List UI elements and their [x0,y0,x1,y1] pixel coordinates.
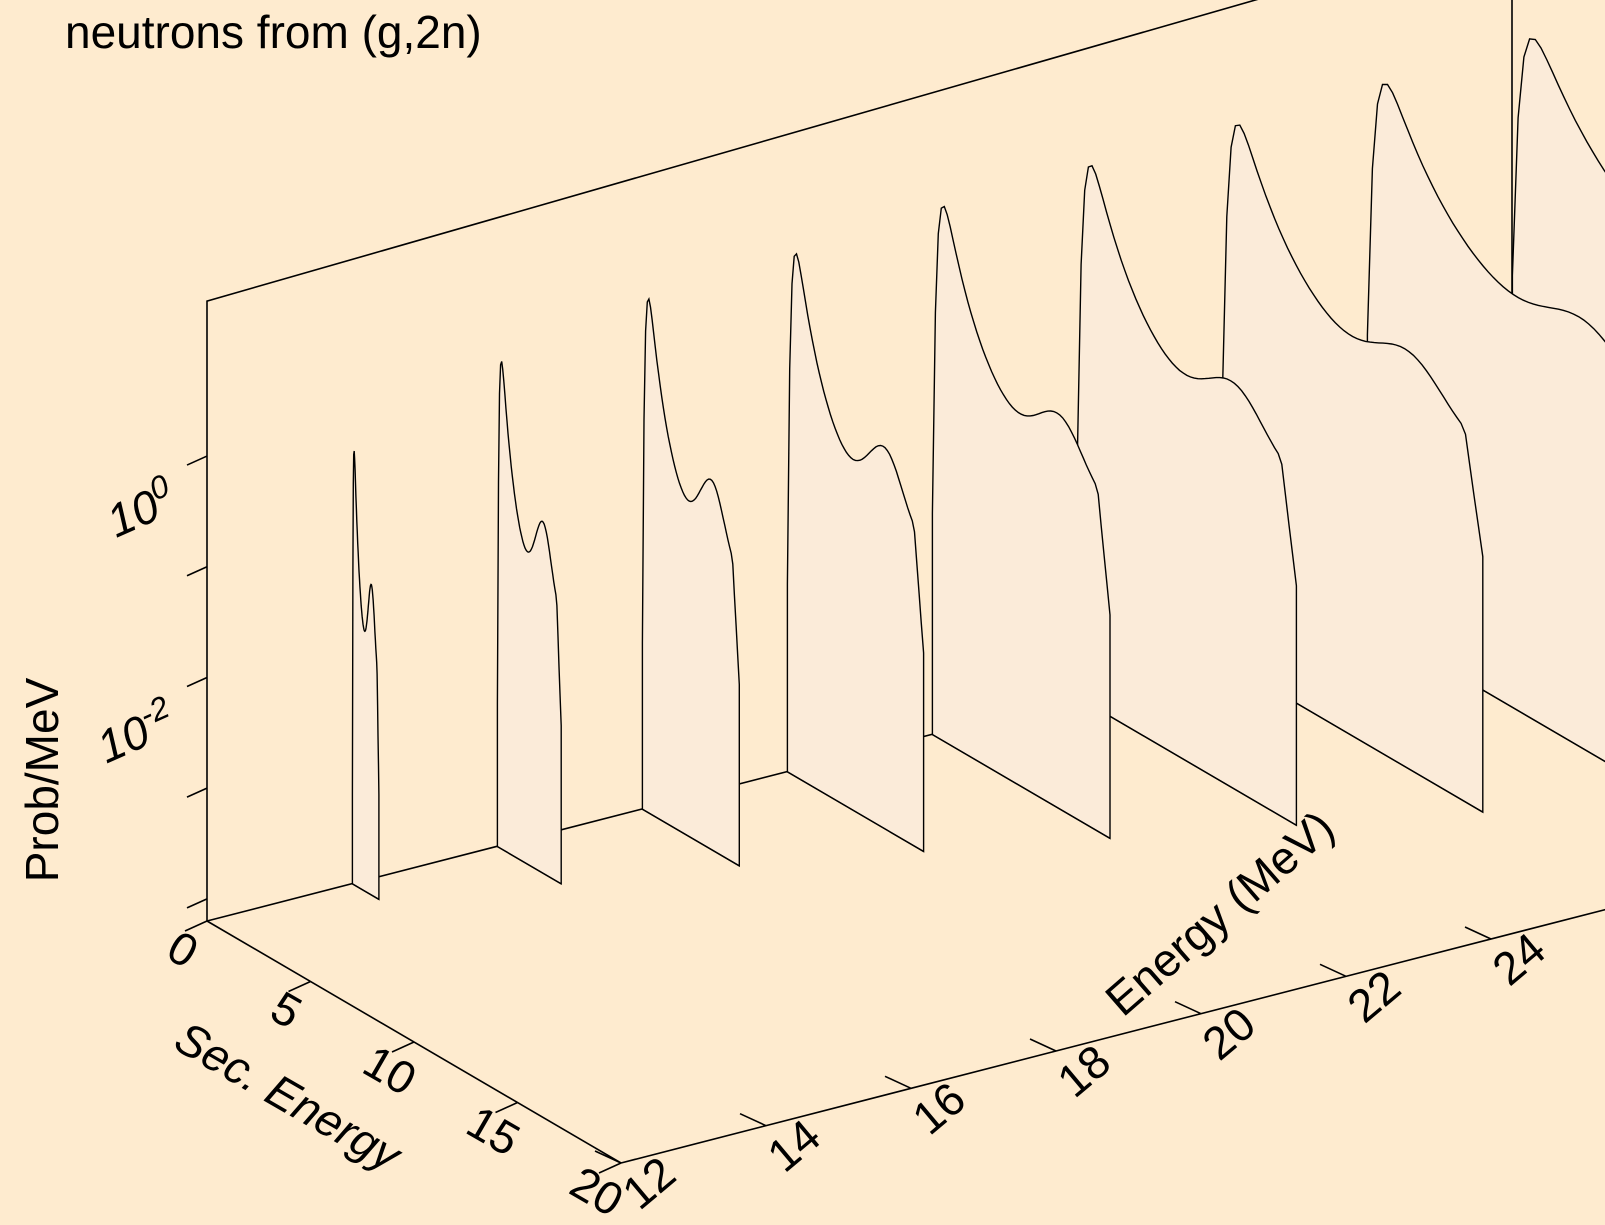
x-tick-label: 16 [902,1072,975,1145]
x-tick-label: 14 [757,1109,830,1182]
series-base-20mev [787,771,924,853]
y-tick [598,1162,622,1174]
x-tick-label: 12 [612,1146,685,1219]
x-tick [1319,963,1347,978]
x-tick [1464,926,1492,940]
y-axis-title: Sec. Energy [166,1011,412,1183]
series-slice-16mev [496,361,562,886]
series-base-22mev [932,733,1111,839]
x-tick [884,1075,912,1090]
z-tick-label: 100 [97,467,183,547]
y-tick [184,920,208,932]
y-tick-label: 5 [262,981,310,1039]
series-slice-24mev [1076,164,1298,827]
x-tick [1029,1038,1057,1052]
z-tick [186,676,208,688]
series-slice-18mev [641,296,740,868]
back-wall-frame [206,0,1513,921]
y-tick-label: 0 [159,920,207,978]
y-tick [288,980,311,993]
z-tick [186,898,208,909]
x-tick [739,1112,767,1127]
x-tick [1174,1000,1202,1015]
series-slice-14mev [351,450,380,901]
series-base-14mev [352,883,380,901]
x-axis-line [620,908,1605,1164]
x-tick-label: 22 [1337,960,1410,1033]
z-tick [186,566,208,577]
x-tick-label: 24 [1482,922,1555,995]
y-tick-label: 10 [355,1035,425,1106]
y-tick-label: 15 [458,1095,528,1166]
x-tick-label: 20 [1192,997,1265,1070]
y-tick [495,1101,518,1114]
z-axis-title: Prob/MeV [16,677,68,882]
z-tick [186,455,208,466]
series-base-24mev [1077,696,1297,826]
z-tick-label: 10-2 [87,688,183,773]
z-tick [186,787,208,798]
x-tick-label: 18 [1047,1034,1120,1107]
x-tick [594,1150,622,1164]
series-base-18mev [642,808,740,867]
series-base-16mev [497,845,562,885]
x-axis-title: Energy (MeV) [1095,800,1343,1025]
series-slice-22mev [931,205,1111,840]
series-slice-20mev [786,252,925,853]
chart-title: neutrons from (g,2n) [65,6,482,58]
y-tick [391,1041,415,1053]
